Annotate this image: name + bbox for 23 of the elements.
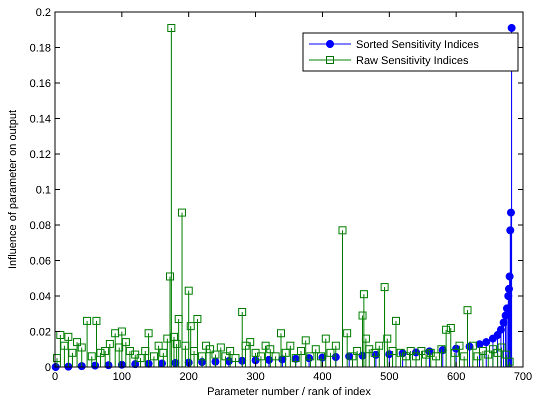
x-tick-label: 300 — [246, 371, 265, 383]
legend-label: Raw Sensitivity Indices — [356, 55, 469, 67]
y-tick-label: 0.02 — [30, 326, 51, 338]
x-tick-label: 700 — [514, 371, 532, 383]
y-tick-label: 0 — [44, 362, 51, 374]
x-tick-label: 500 — [380, 371, 398, 383]
x-axis-title: Parameter number / rank of index — [207, 386, 372, 398]
x-tick-label: 600 — [446, 371, 466, 383]
y-tick-label: 0.04 — [30, 291, 51, 303]
y-tick-label: 0.14 — [30, 114, 51, 126]
y-tick-label: 0.2 — [36, 7, 51, 19]
y-tick-label: 0.08 — [30, 220, 51, 232]
x-tick-label: 400 — [313, 371, 332, 383]
y-tick-label: 0.12 — [30, 149, 51, 161]
y-tick-label: 0.1 — [36, 184, 51, 196]
x-tick-label: 100 — [112, 371, 132, 383]
x-tick-label: 0 — [52, 371, 58, 383]
y-tick-label: 0.06 — [30, 256, 51, 268]
y-axis-title: Influence of parameter on output — [7, 110, 19, 269]
y-tick-label: 0.18 — [30, 42, 51, 54]
y-tick-label: 0.16 — [30, 78, 51, 90]
x-tick-label: 200 — [180, 371, 198, 383]
legend-label: Sorted Sensitivity Indices — [356, 39, 480, 51]
